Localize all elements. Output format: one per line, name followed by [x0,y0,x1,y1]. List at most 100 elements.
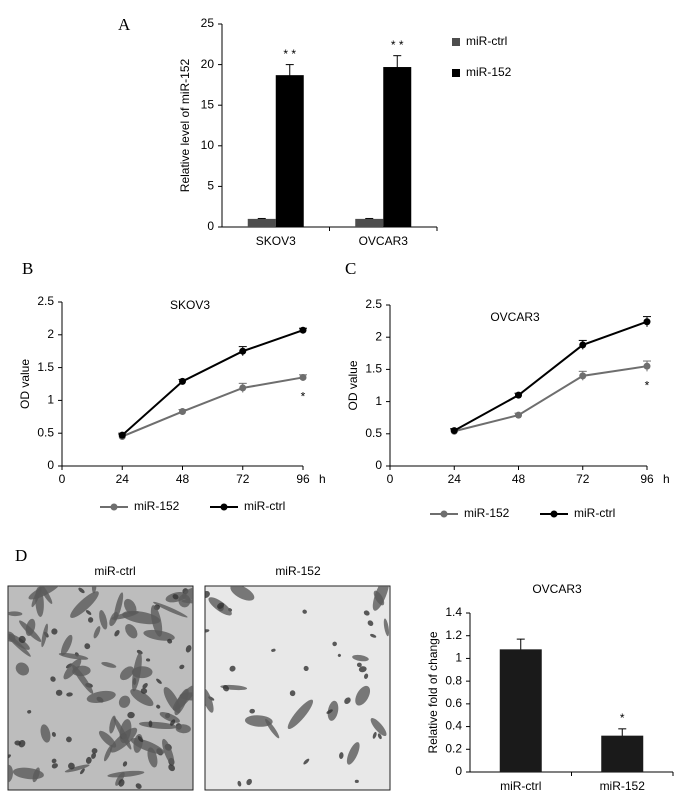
cell [150,605,163,637]
cell [363,673,369,679]
bar [499,649,542,772]
x-tick-label: 72 [576,472,590,486]
point [239,384,247,392]
legend-label: miR-ctrl [466,34,507,48]
x-axis-label: h [319,472,326,486]
cell [205,687,214,713]
annotation: * [301,390,306,404]
cell [363,610,370,616]
cell [244,715,273,727]
cell [156,678,162,684]
cell [130,738,165,755]
cell [8,632,31,657]
cell [78,587,85,594]
cell [153,601,188,618]
cell [66,692,73,697]
cell [237,780,242,787]
cell [18,635,26,644]
panel-label: D [15,546,27,565]
image-title: miR-152 [275,564,321,578]
x-tick-label: miR-152 [600,779,646,793]
line [454,365,648,433]
point [579,372,587,380]
cell [91,586,97,594]
cell [205,590,210,598]
y-axis-label: OD value [346,360,360,410]
cell [58,652,89,660]
point [643,318,651,326]
cell [119,666,134,681]
cell [249,708,255,714]
cell [68,762,75,770]
y-tick-label: 1 [47,393,54,407]
y-tick-label: 0 [375,458,382,472]
x-tick-label: 0 [59,472,66,486]
cell [99,610,108,630]
legend-marker [110,503,118,511]
y-tick-label: 1.5 [365,362,382,376]
y-tick-label: 0 [207,219,214,233]
cell [346,742,360,765]
legend-label: miR-ctrl [244,499,285,513]
y-tick-label: 25 [201,16,215,30]
cell [289,690,296,697]
y-tick-label: 20 [201,57,215,71]
y-tick-label: 15 [201,97,215,111]
cell [229,665,236,672]
cell [51,763,58,769]
line [121,376,304,438]
cell [337,653,341,657]
y-tick-label: 1 [455,651,462,665]
cell [356,662,362,668]
cell [60,634,73,656]
micrograph-cells [205,586,390,787]
y-tick-label: 5 [207,179,214,193]
cell [332,641,337,647]
point [239,347,247,355]
y-tick-label: 1.5 [37,360,54,374]
cell [156,704,161,709]
cell [85,756,92,764]
point [179,408,186,416]
y-tick-label: 1 [375,394,382,408]
bar [601,735,644,772]
cell [88,617,94,623]
cell [51,628,58,635]
cell [118,695,131,708]
cell [84,643,91,650]
cell [109,611,119,627]
x-tick-label: 48 [512,472,526,486]
cell [358,666,367,673]
cell [123,598,137,615]
cell [64,764,90,773]
legend-marker [550,510,558,518]
cell [107,770,145,778]
point [579,341,587,349]
cell [103,744,113,762]
legend-swatch [452,69,460,77]
cell [93,626,101,639]
y-tick-label: 0.5 [37,425,54,439]
cell [72,664,94,694]
cell [178,594,191,608]
point [515,391,522,399]
cell [140,688,148,694]
y-tick-label: 0.6 [445,696,462,710]
cell [136,649,143,655]
cell [91,748,98,754]
y-tick-label: 2 [375,329,382,343]
cell [377,733,382,740]
y-tick-label: 2 [47,327,54,341]
cell [167,638,173,644]
cell [327,700,339,721]
legend-label: miR-ctrl [574,506,615,520]
x-tick-label: 24 [448,472,462,486]
cell [122,761,128,767]
cell [80,768,85,775]
x-tick-label: 72 [236,472,250,486]
y-tick-label: 0.5 [365,426,382,440]
cell [125,624,138,639]
cell [175,724,191,734]
legend-label: miR-152 [134,499,180,513]
cell [147,747,158,768]
